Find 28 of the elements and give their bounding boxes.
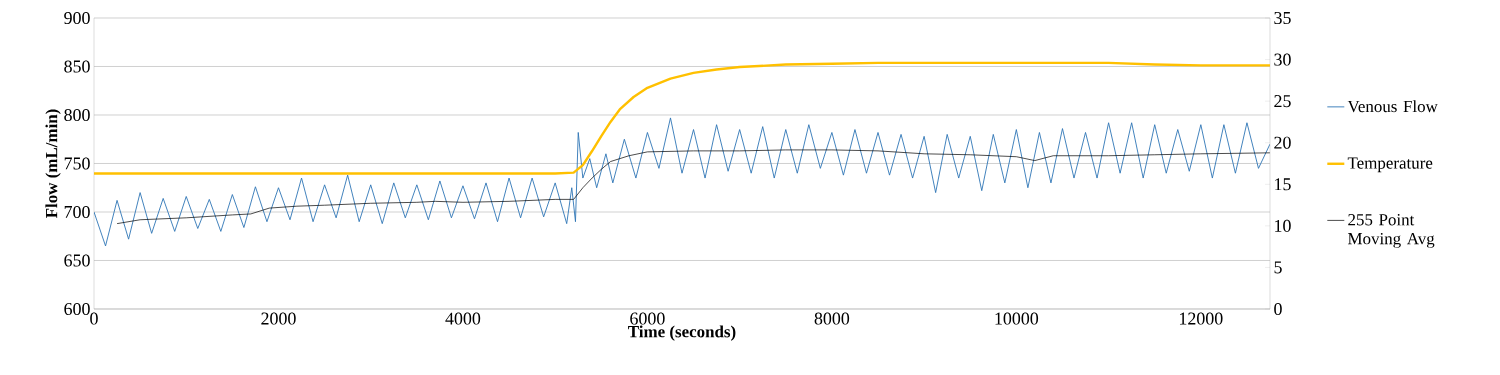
legend-label: 255 Point Moving Avg xyxy=(1347,214,1435,248)
y2-tick-label: 25 xyxy=(1274,95,1291,108)
y2-tick-label: 35 xyxy=(1274,11,1291,25)
legend-label: Temperature xyxy=(1347,157,1433,173)
x-tick-label: 6000 xyxy=(630,312,665,325)
y-tick-label: 800 xyxy=(64,108,90,122)
y2-tick-label: 5 xyxy=(1274,261,1282,274)
y-axis-title: Flow (mL/min) xyxy=(45,109,61,219)
x-tick-label: 4000 xyxy=(445,312,481,325)
y-tick-label: 750 xyxy=(64,157,90,170)
y-tick-label: 600 xyxy=(64,302,90,316)
y2-tick-label: 20 xyxy=(1274,136,1291,149)
y-tick-label: 850 xyxy=(64,60,90,73)
y-tick-label: 900 xyxy=(64,11,90,25)
y-tick-label: 650 xyxy=(64,254,90,267)
x-tick-label: 2000 xyxy=(261,312,296,325)
x-tick-label: 12000 xyxy=(1179,312,1223,325)
legend-label: Venous Flow xyxy=(1347,100,1438,113)
y2-tick-label: 15 xyxy=(1275,178,1291,191)
x-tick-label: 0 xyxy=(90,312,98,325)
y2-tick-label: 10 xyxy=(1275,219,1291,232)
x-tick-label: 8000 xyxy=(814,312,850,325)
y2-tick-label: 30 xyxy=(1274,53,1291,66)
y2-tick-label: 0 xyxy=(1274,302,1282,316)
x-axis-title: Time (seconds) xyxy=(628,325,736,341)
x-tick-label: 10000 xyxy=(995,312,1039,325)
y-tick-label: 700 xyxy=(64,205,90,219)
line-series xyxy=(94,117,1270,247)
